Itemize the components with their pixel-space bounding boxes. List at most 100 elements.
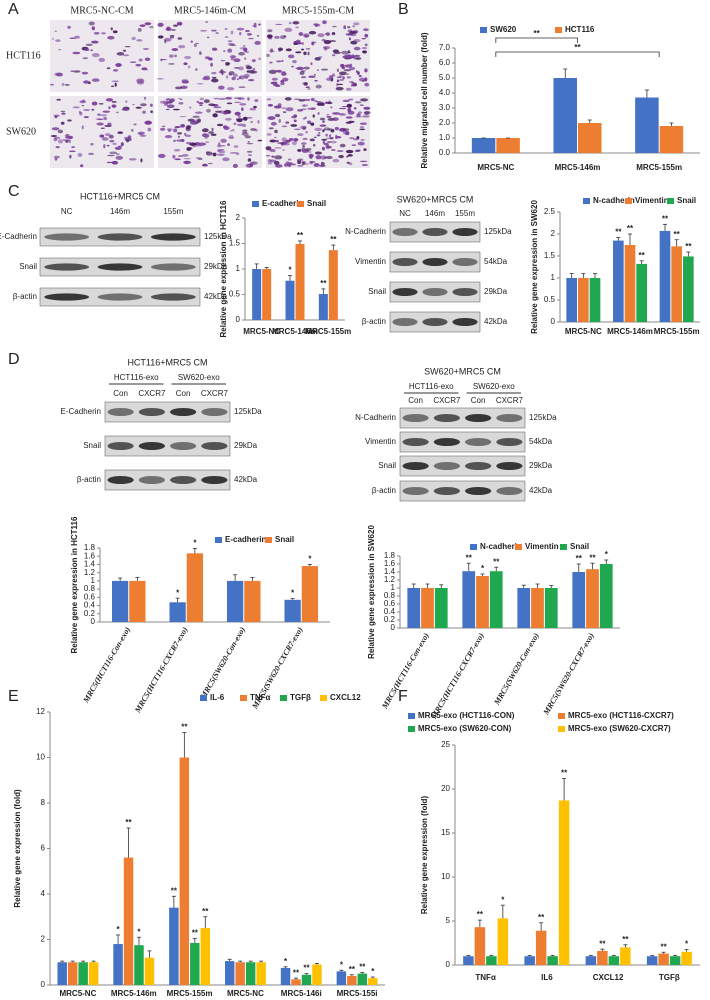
cell [123, 136, 131, 140]
cell [330, 140, 337, 144]
cell [270, 121, 277, 126]
y-axis-label: Relative gene expression in SW620 [367, 525, 376, 659]
cell [291, 141, 297, 146]
cell [347, 26, 351, 29]
significance: ** [330, 235, 337, 244]
bar [553, 78, 577, 153]
band [452, 228, 478, 236]
error-bar [331, 244, 336, 251]
column-label: MRC5-155m-CM [282, 5, 354, 16]
bar [486, 956, 497, 965]
bar [112, 580, 129, 622]
cell [332, 112, 341, 115]
y-tick-label: 1.5 [544, 251, 556, 260]
bar [462, 571, 476, 628]
error-bar [314, 962, 319, 965]
cell [292, 21, 300, 25]
legend-swatch [480, 27, 487, 33]
cell [265, 146, 272, 151]
cell [330, 148, 336, 151]
error-bar [238, 960, 243, 963]
bar [301, 566, 318, 622]
x-tick-label: CXCL12 [593, 973, 624, 982]
row-label: β-actin [372, 486, 396, 495]
error-bar [259, 960, 264, 963]
bar [134, 945, 144, 985]
cell [336, 150, 344, 152]
blot-group: SW620-exo [473, 382, 515, 391]
cell [227, 43, 235, 45]
lane-label: NC [61, 207, 73, 216]
cell [253, 22, 257, 27]
cell [83, 109, 91, 111]
cell [123, 54, 130, 57]
cell [97, 113, 101, 116]
cell [199, 104, 203, 106]
error-bar [489, 954, 494, 957]
cell [179, 115, 187, 118]
y-tick-label: 2 [236, 213, 241, 222]
cell [91, 101, 98, 106]
cell [91, 108, 95, 111]
cell [166, 104, 175, 109]
cell [338, 107, 347, 110]
cell [224, 28, 228, 30]
cell [270, 81, 278, 85]
y-tick-label: 1 [91, 576, 96, 585]
blot-strip [399, 455, 526, 477]
cell [168, 63, 175, 65]
cell [314, 57, 321, 61]
cell [242, 123, 247, 128]
cell [236, 27, 245, 31]
error-bar [477, 919, 482, 928]
row-label: Vimentin [365, 437, 396, 446]
bar [78, 962, 88, 985]
cell [165, 108, 170, 111]
cell [325, 144, 330, 148]
cell [72, 51, 81, 55]
cell [315, 155, 322, 160]
cell [281, 107, 286, 109]
cell [54, 157, 58, 161]
cell [137, 27, 142, 32]
cell [99, 134, 105, 138]
cell [101, 137, 109, 141]
cell [234, 111, 241, 116]
cell [343, 68, 352, 72]
cell [229, 44, 237, 46]
cell [73, 70, 81, 73]
y-tick-label: 1.2 [84, 568, 96, 577]
cell [346, 73, 349, 76]
cell [339, 78, 344, 82]
significance: * [308, 555, 312, 564]
column-label: MRC5-NC-CM [70, 5, 133, 16]
cell [328, 75, 334, 79]
band [465, 414, 492, 422]
error-bar [563, 68, 568, 78]
error-bar [616, 237, 621, 241]
band [138, 442, 165, 450]
cell [108, 106, 111, 110]
y-tick-label: 2.5 [544, 207, 556, 216]
cell [313, 136, 317, 139]
cell [189, 106, 192, 109]
cell [281, 143, 290, 146]
cell [225, 61, 230, 66]
cell [247, 97, 250, 101]
cell [178, 45, 186, 49]
significance: * [284, 957, 288, 966]
cell [290, 124, 298, 127]
cell [238, 76, 242, 80]
cell [325, 155, 333, 160]
blot-strip [399, 431, 526, 453]
cell [287, 158, 292, 161]
cell [345, 155, 349, 158]
cell [248, 69, 255, 74]
cell [196, 100, 200, 103]
cell [258, 57, 261, 61]
cell [287, 54, 295, 59]
cell [161, 125, 166, 128]
legend-label: MRC5-exo (SW620-CXCR7) [568, 724, 671, 733]
lane-label: 146m [110, 207, 130, 216]
error-bar [233, 574, 238, 581]
